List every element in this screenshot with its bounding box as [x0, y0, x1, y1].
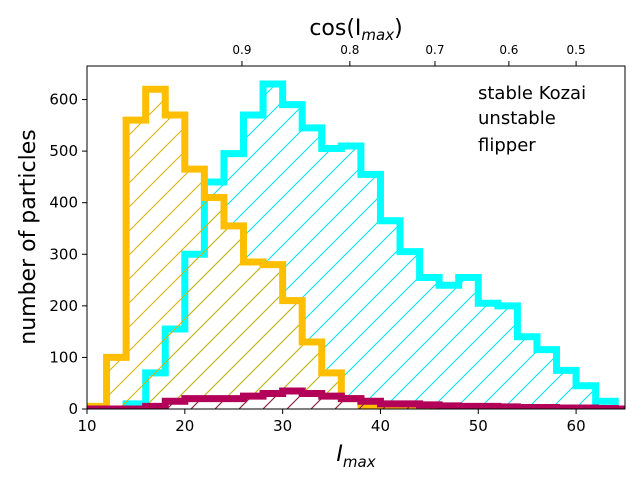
series-hatch-fill	[87, 89, 625, 409]
y-tick-label: 0	[68, 400, 78, 418]
legend-entry-stable-kozai: stable Kozai	[478, 83, 586, 104]
legend-entry-flipper: flipper	[478, 135, 536, 156]
x-axis-ticks: 10 20 30 40 50 60	[77, 409, 586, 435]
top-axis-label-close: )	[394, 16, 403, 41]
top-tick-label: 0.6	[499, 43, 518, 57]
series-outline	[87, 85, 625, 409]
x-axis-label-subscript: max	[343, 453, 376, 471]
y-tick-label: 100	[49, 348, 78, 366]
y-tick-label: 500	[49, 142, 78, 160]
y-axis-label: number of particles	[16, 129, 41, 345]
top-axis-label: cos(Imax)	[309, 16, 402, 44]
bin-bar	[420, 277, 440, 409]
series-unstable	[87, 85, 625, 409]
top-tick-label: 0.9	[232, 43, 251, 57]
y-axis-ticks: 0 100 200 300 400 500 600	[49, 91, 87, 418]
x-tick-label: 30	[273, 417, 292, 435]
y-tick-label: 600	[49, 91, 78, 109]
bin-bar	[146, 89, 166, 409]
bin-bar	[478, 303, 498, 409]
legend: stable Kozai unstable flipper	[478, 83, 586, 156]
x-tick-label: 40	[371, 417, 390, 435]
series-layer	[87, 80, 625, 409]
x-tick-label: 60	[567, 417, 586, 435]
y-tick-label: 300	[49, 245, 78, 263]
y-tick-label: 400	[49, 194, 78, 212]
bin-bar	[439, 285, 459, 409]
bin-bar	[244, 262, 264, 409]
legend-entry-unstable: unstable	[478, 108, 556, 129]
top-axis-ticks: 0.9 0.8 0.7 0.6 0.5	[232, 43, 586, 66]
y-tick-label: 200	[49, 297, 78, 315]
plot-frame	[86, 65, 626, 410]
x-tick-label: 10	[77, 417, 96, 435]
bin-bar	[185, 169, 205, 409]
x-tick-label: 20	[175, 417, 194, 435]
x-tick-label: 50	[469, 417, 488, 435]
series-flipper	[87, 387, 625, 409]
top-axis-label-subscript: max	[361, 26, 394, 44]
top-tick-label: 0.8	[340, 43, 359, 57]
top-tick-label: 0.5	[567, 43, 586, 57]
series-outline	[87, 387, 625, 409]
top-tick-label: 0.7	[425, 43, 444, 57]
x-axis-label: Imax	[336, 442, 375, 471]
